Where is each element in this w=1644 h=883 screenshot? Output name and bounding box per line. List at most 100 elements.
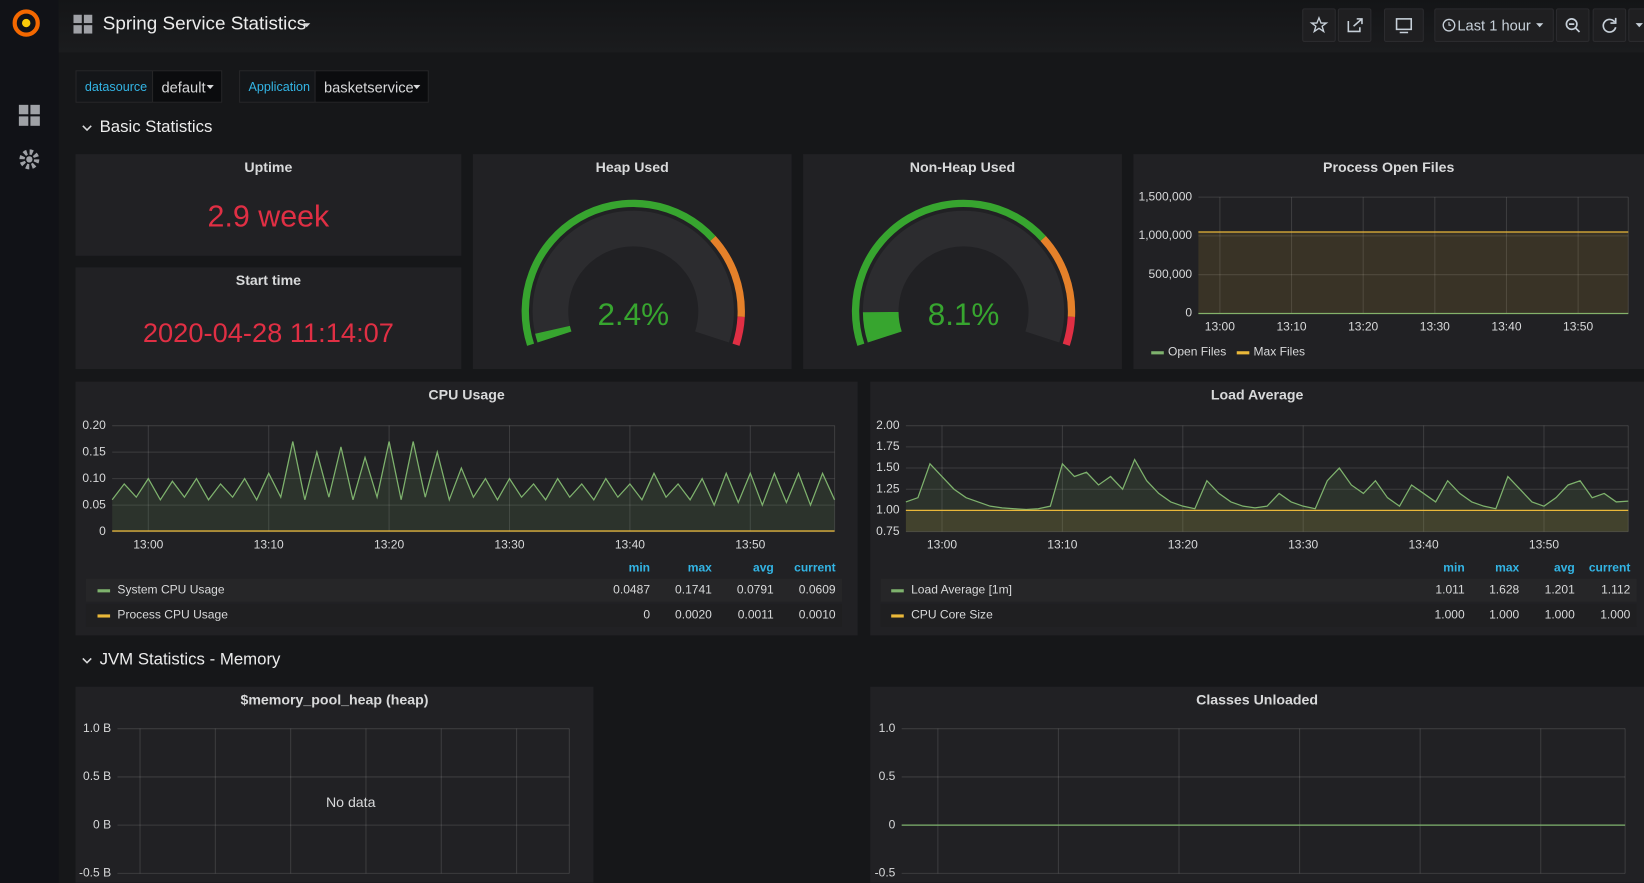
x-tick-label: 13:40 xyxy=(1409,537,1439,551)
legend-stat: 1.000 xyxy=(1489,608,1519,622)
panel-title: Process Open Files xyxy=(1323,159,1455,176)
y-tick-label: 0.75 xyxy=(876,524,900,538)
gauge-panel: Non-Heap Used 8.1% xyxy=(803,154,1122,370)
series-fill xyxy=(905,459,1629,532)
y-tick-label: 1.25 xyxy=(876,481,900,495)
x-tick-label: 13:10 xyxy=(1047,537,1077,551)
legend-stat: 1.112 xyxy=(1601,582,1631,596)
row-chevron[interactable] xyxy=(81,656,94,666)
time-picker[interactable]: Last 1 hour xyxy=(1434,8,1554,42)
graph: 1,500,000 1,000,000 500,000 0 13:00 13:10 13:2… xyxy=(1139,189,1629,358)
y-tick-label: 1,000,000 xyxy=(1139,228,1193,242)
legend-label: Open Files xyxy=(1168,344,1226,358)
legend-header: min xyxy=(1443,560,1464,574)
gauge-threshold xyxy=(710,235,745,318)
y-tick-label: -0.5 B xyxy=(79,866,111,880)
y-tick-label: 1.75 xyxy=(876,439,900,453)
y-tick-label: 1.50 xyxy=(876,460,900,474)
gauge-threshold xyxy=(1040,235,1076,318)
legend-header: current xyxy=(1589,560,1631,574)
gauge-threshold xyxy=(851,199,1046,346)
legend-stat: 0.0791 xyxy=(737,582,774,596)
graph-panel: Load Average 2.00 1.75 1.50 1.25 1.00 0.75 13:… xyxy=(870,381,1644,636)
legend-header: avg xyxy=(753,560,774,574)
row-title[interactable]: JVM Statistics - Memory xyxy=(99,651,281,669)
tv-button[interactable] xyxy=(1383,8,1424,42)
x-tick-label: 13:00 xyxy=(133,537,163,551)
legend-header: max xyxy=(688,560,712,574)
x-tick-label: 13:10 xyxy=(1276,319,1306,333)
gauge: 2.4% xyxy=(521,199,745,346)
variable-label: Application xyxy=(239,70,316,103)
x-tick-label: 13:20 xyxy=(1168,537,1198,551)
legend-row xyxy=(880,578,1637,602)
graph: 1.0 B 0.5 B 0 B -0.5 B No data xyxy=(79,721,570,880)
x-tick-label: 13:50 xyxy=(1563,319,1593,333)
legend-swatch xyxy=(97,614,111,618)
gauge: 8.1% xyxy=(851,199,1076,346)
x-tick-label: 13:40 xyxy=(1491,319,1521,333)
graph: 1.0 0.5 0 -0.5 xyxy=(875,721,1626,880)
legend-label: Process CPU Usage xyxy=(117,608,228,622)
panel-title: CPU Usage xyxy=(428,386,505,403)
panel-title: Load Average xyxy=(1210,386,1304,403)
panel-title: $memory_pool_heap (heap) xyxy=(240,691,429,708)
legend-stat: 1.628 xyxy=(1489,582,1519,596)
sidebar xyxy=(0,0,59,883)
legend-row xyxy=(85,578,842,602)
variable-label: datasource xyxy=(75,70,154,103)
time-range: Last 1 hour xyxy=(1457,16,1531,34)
y-tick-label: 500,000 xyxy=(1149,267,1193,281)
refresh-caret[interactable] xyxy=(1628,8,1644,42)
gauge-track xyxy=(862,210,1065,343)
settings-icon[interactable] xyxy=(19,149,40,170)
gauge-panel: Heap Used 2.4% xyxy=(472,154,792,370)
y-tick-label: 0.15 xyxy=(82,444,106,458)
share-button[interactable] xyxy=(1337,8,1372,42)
legend-row xyxy=(880,603,1637,627)
legend-stat: 1.000 xyxy=(1435,608,1465,622)
grafana-logo[interactable] xyxy=(12,9,40,37)
y-tick-label: 1.0 xyxy=(879,721,896,735)
x-tick-label: 13:20 xyxy=(1348,319,1378,333)
graph-panel: CPU Usage 0.20 0.15 0.10 0.05 0 13:00 13:10 13:… xyxy=(75,381,858,636)
panel-title: Start time xyxy=(235,272,302,289)
y-tick-label: 0 xyxy=(99,524,106,538)
series-fill xyxy=(112,441,835,532)
variable-value[interactable]: basketservice xyxy=(314,70,429,103)
y-tick-label: 1.0 B xyxy=(83,721,111,735)
x-tick-label: 13:20 xyxy=(374,537,404,551)
y-tick-label: 1.00 xyxy=(876,503,900,517)
x-tick-label: 13:30 xyxy=(1288,537,1318,551)
star-button[interactable] xyxy=(1302,8,1336,42)
header: Spring Service Statistics Last 1 hour xyxy=(58,0,1644,53)
y-tick-label: 0.10 xyxy=(82,471,106,485)
legend-header: current xyxy=(794,560,836,574)
dashboard-title[interactable]: Spring Service Statistics xyxy=(102,12,307,34)
x-tick-label: 13:50 xyxy=(1529,537,1559,551)
x-tick-label: 13:50 xyxy=(735,537,765,551)
sidebar-icons xyxy=(12,9,40,170)
x-tick-label: 13:10 xyxy=(254,537,284,551)
gauge-value-label: 8.1% xyxy=(928,297,1000,332)
panel-title: Non-Heap Used xyxy=(909,159,1016,176)
refresh-button[interactable] xyxy=(1592,8,1627,42)
row-chevron[interactable] xyxy=(81,124,94,134)
zoom-button[interactable] xyxy=(1555,8,1590,42)
title-caret xyxy=(303,23,311,28)
dashboards-icon[interactable] xyxy=(18,104,40,126)
variable-value[interactable]: default xyxy=(152,70,223,103)
no-data: No data xyxy=(326,794,376,810)
x-tick-label: 13:30 xyxy=(494,537,524,551)
variable-value-text: default xyxy=(161,78,206,96)
dashboard-icon xyxy=(73,14,93,34)
legend-label: Load Average [1m] xyxy=(911,582,1012,596)
stat-panel: Start time 2020-04-28 11:14:07 xyxy=(75,267,462,370)
legend-stat: 1.000 xyxy=(1545,608,1575,622)
gauge-threshold xyxy=(521,199,716,346)
gauge-threshold xyxy=(1062,316,1076,346)
gauge-value xyxy=(862,311,902,343)
row-title[interactable]: Basic Statistics xyxy=(99,118,213,137)
